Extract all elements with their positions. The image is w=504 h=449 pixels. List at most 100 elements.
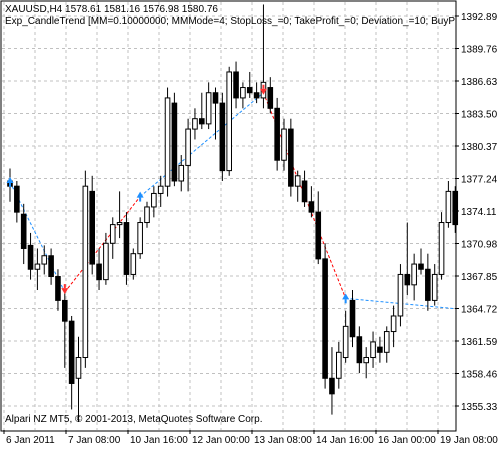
candle — [116, 191, 123, 239]
candle — [356, 326, 363, 374]
time-tick-label: 19 Jan 08:00 — [440, 435, 498, 446]
bull-candle-body — [41, 255, 48, 265]
candle — [329, 347, 335, 415]
candle — [185, 118, 191, 192]
candle — [322, 243, 328, 389]
price-tick-label: 1370.98 — [461, 240, 498, 251]
bull-candle-body — [164, 97, 171, 187]
buy-arrow-head — [136, 191, 144, 198]
bull-candle-body — [397, 273, 404, 317]
candle — [431, 264, 438, 306]
candle — [123, 212, 130, 285]
bull-candle-body — [294, 175, 301, 187]
bear-candle-body — [20, 213, 27, 249]
bull-candle-body — [383, 331, 390, 353]
bull-candle-body — [157, 185, 164, 194]
candle — [14, 180, 20, 223]
candle — [199, 92, 205, 130]
candle — [171, 92, 178, 187]
bear-candle-body — [329, 377, 335, 395]
signal-arrows — [6, 84, 350, 304]
time-tick-label: 10 Jan 16:00 — [130, 435, 188, 446]
bear-candle-body — [55, 276, 61, 301]
bull-candle-body — [281, 128, 287, 161]
bear-candle-body — [89, 190, 96, 265]
candle — [226, 66, 232, 176]
candle — [151, 186, 157, 218]
bull-candle-body — [151, 192, 157, 208]
price-tick-label: 1364.72 — [461, 305, 498, 316]
candle — [425, 253, 431, 311]
candle — [219, 92, 226, 181]
candle — [274, 97, 280, 171]
buy-signal-arrow — [136, 191, 144, 202]
bear-candle-body — [418, 263, 424, 270]
candle — [62, 290, 68, 368]
bear-candle-body — [356, 336, 363, 364]
bull-candle-body — [342, 325, 349, 359]
bull-candle-body — [103, 242, 109, 281]
bear-candle-body — [377, 346, 383, 353]
candle — [144, 201, 150, 228]
bull-candle-body — [192, 118, 198, 130]
candle — [294, 170, 301, 202]
bear-candle-body — [48, 255, 54, 278]
bear-candle-body — [14, 185, 20, 213]
bull-candle-body — [363, 357, 369, 364]
sell-trade-line — [64, 196, 141, 293]
time-tick-label: 13 Jan 08:00 — [254, 435, 312, 446]
symbol-header: XAUUSD,H4 1578.61 1581.16 1576.98 1580.7… — [5, 4, 218, 15]
candle — [205, 82, 212, 130]
candle — [404, 222, 411, 296]
candle — [383, 326, 390, 363]
sell-arrow-shaft — [262, 84, 265, 89]
bull-candle-body — [390, 315, 397, 333]
buy-signal-arrow — [342, 293, 350, 304]
bull-candle-body — [178, 164, 185, 182]
candle — [89, 175, 96, 275]
candle — [438, 212, 445, 280]
candle — [445, 180, 452, 228]
sell-signal-arrow — [61, 284, 69, 295]
price-tick-label: 1386.63 — [461, 77, 498, 88]
candle — [96, 248, 102, 291]
bear-candle-body — [322, 258, 328, 379]
bear-candle-body — [199, 118, 205, 125]
candle — [349, 290, 356, 348]
bull-candle-body — [144, 206, 150, 224]
candle — [178, 155, 185, 192]
candle — [103, 232, 109, 285]
bull-candle-body — [336, 351, 342, 379]
bear-candle-body — [68, 320, 75, 384]
bear-candle-body — [308, 201, 315, 213]
candle — [363, 347, 369, 379]
buy-arrow-shaft — [9, 183, 11, 188]
candle — [164, 87, 171, 197]
bear-candle-body — [62, 299, 68, 322]
candle — [20, 203, 27, 265]
candle — [240, 82, 246, 109]
bear-candle-body — [171, 102, 178, 182]
bear-candle-body — [27, 244, 34, 270]
bear-candle-body — [253, 92, 260, 99]
bear-candle-body — [274, 107, 280, 161]
expert-params-label: Exp_CandleTrend [MM=0.10000000; MMMode=4… — [5, 16, 455, 27]
bull-candle-body — [75, 357, 82, 379]
bear-candle-body — [349, 299, 356, 338]
candle — [157, 175, 164, 207]
bull-candle-body — [185, 128, 191, 166]
buy-arrow-head — [6, 177, 14, 184]
candle — [308, 186, 315, 218]
candle — [390, 305, 397, 348]
time-tick-label: 6 Jan 2011 — [6, 435, 55, 446]
bear-candle-body — [267, 87, 274, 109]
buy-arrow-shaft — [344, 299, 347, 304]
time-tick-label: 7 Jan 08:00 — [68, 435, 121, 446]
bull-candle-body — [109, 224, 116, 244]
price-tick-label: 1389.76 — [461, 45, 498, 56]
bear-candle-body — [288, 128, 294, 187]
bull-candle-body — [130, 253, 137, 275]
buy-signal-arrow — [6, 177, 14, 188]
